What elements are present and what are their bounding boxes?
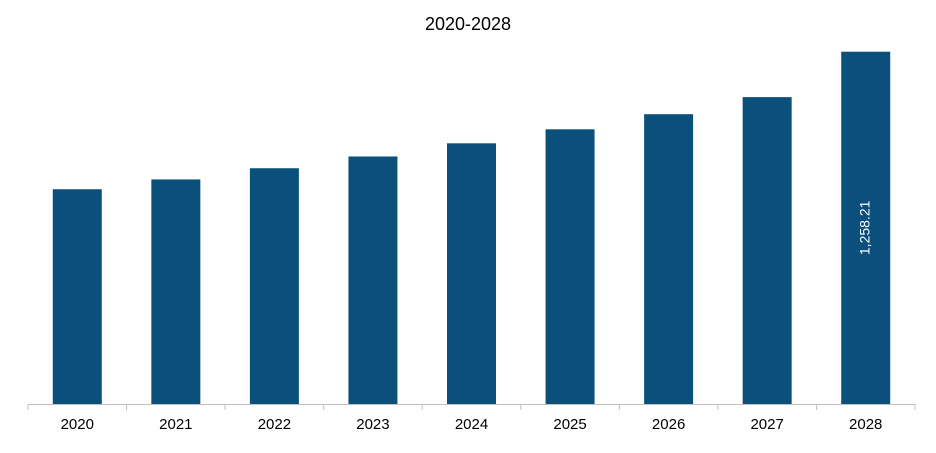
bar-2027 bbox=[742, 97, 792, 405]
bar-2023 bbox=[348, 156, 398, 404]
x-tick-label: 2022 bbox=[258, 416, 291, 433]
x-tick-label: 2023 bbox=[356, 416, 389, 433]
x-tick-label: 2021 bbox=[159, 416, 192, 433]
x-axis: 2020 2021 2022 2023 2024 2025 2026 2027 2028 bbox=[27, 404, 916, 433]
bar-2026 bbox=[644, 114, 694, 404]
x-tick-label: 2020 bbox=[61, 416, 94, 433]
data-label-2028: 1,258.21 bbox=[856, 200, 872, 255]
x-tick-label: 2025 bbox=[553, 416, 586, 433]
bar-2021 bbox=[151, 179, 201, 404]
bar-2028 bbox=[841, 51, 891, 404]
x-tick-label: 2027 bbox=[750, 416, 783, 433]
bar-2022 bbox=[249, 168, 299, 404]
bar-2024 bbox=[447, 143, 496, 404]
bar-2025 bbox=[545, 129, 595, 404]
chart-title: 2020-2028 bbox=[425, 14, 511, 34]
x-tick-label: 2026 bbox=[652, 416, 685, 433]
bars-layer bbox=[52, 51, 891, 405]
x-tick-label: 2028 bbox=[849, 416, 882, 433]
data-labels-layer: 1,258.21 bbox=[856, 200, 872, 255]
bar-2020 bbox=[52, 189, 102, 404]
x-tick-label: 2024 bbox=[455, 416, 488, 433]
